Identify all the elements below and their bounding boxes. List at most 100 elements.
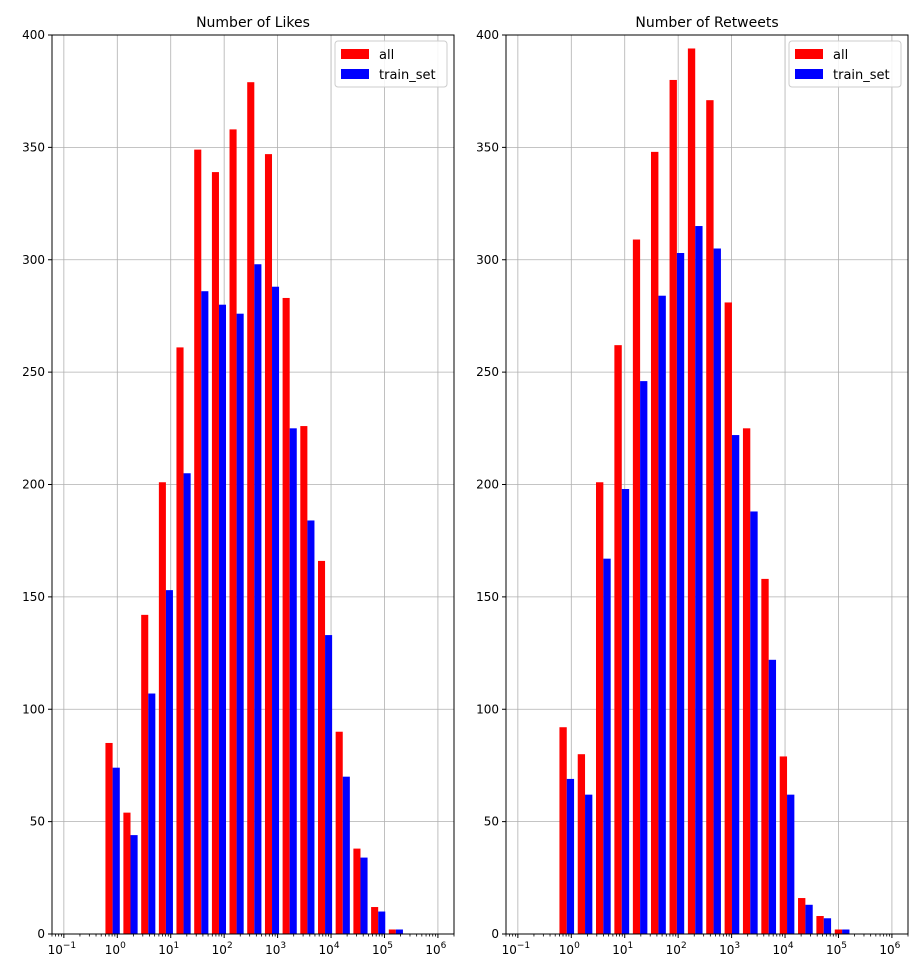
x-tick-label-base: 10 <box>105 943 120 957</box>
legend-swatch <box>341 69 369 79</box>
bar-train-set <box>254 264 262 934</box>
bar-train-set <box>585 794 593 934</box>
bar-train-set <box>307 520 315 934</box>
y-tick-label: 50 <box>30 815 45 829</box>
bar-train-set <box>148 693 156 934</box>
x-tick-label: 101 <box>612 941 633 957</box>
x-tick-label: 106 <box>879 941 900 957</box>
bar-train-set <box>768 659 777 934</box>
x-tick-label-exponent: 4 <box>334 941 340 951</box>
x-tick-label-base: 10 <box>719 943 734 957</box>
bar-all <box>669 79 677 934</box>
bar-train-set <box>112 767 120 934</box>
bar-train-set <box>658 295 666 935</box>
x-tick-label-base: 10 <box>612 943 627 957</box>
bar-train-set <box>842 929 850 934</box>
bar-all <box>798 898 806 934</box>
bar-all <box>724 302 732 934</box>
x-tick-label: 101 <box>158 941 179 957</box>
bar-all <box>632 239 641 934</box>
legend-swatch <box>795 49 823 59</box>
bar-all <box>559 727 567 934</box>
bar-all <box>577 754 586 934</box>
y-tick-label: 300 <box>22 253 45 267</box>
x-tick-label: 103 <box>265 941 286 957</box>
bar-all <box>141 614 149 934</box>
chart-title: Number of Retweets <box>635 15 778 31</box>
x-tick-label-exponent: 6 <box>895 941 901 951</box>
bar-train-set <box>289 428 297 934</box>
legend-swatch <box>341 49 369 59</box>
y-tick-label: 100 <box>476 702 499 716</box>
y-tick-label: 300 <box>476 253 499 267</box>
bar-all <box>371 907 379 934</box>
x-tick-label-base: 10 <box>372 943 387 957</box>
x-tick-label-base: 10 <box>773 943 788 957</box>
legend-label: all <box>833 48 848 63</box>
x-tick-label-exponent: 1 <box>628 941 634 951</box>
bar-train-set <box>395 929 403 934</box>
bar-train-set <box>566 778 575 934</box>
x-tick-label: 10−1 <box>48 941 77 957</box>
bar-all <box>247 82 255 934</box>
x-tick-label: 105 <box>826 941 847 957</box>
bar-all <box>211 172 219 934</box>
bar-all <box>596 482 604 934</box>
bar-train-set <box>201 291 209 935</box>
x-tick-label-exponent: 3 <box>280 941 286 951</box>
y-tick-label: 150 <box>476 590 499 604</box>
x-tick-label-exponent: 2 <box>227 941 233 951</box>
y-tick-label: 200 <box>22 478 45 492</box>
x-tick-label: 102 <box>666 941 687 957</box>
y-tick-label: 0 <box>37 927 45 941</box>
bar-train-set <box>218 304 227 934</box>
bar-all <box>614 345 622 934</box>
y-tick-label: 100 <box>22 702 45 716</box>
legend-label: all <box>379 48 394 63</box>
bar-train-set <box>130 835 138 934</box>
x-tick-label-base: 10 <box>212 943 227 957</box>
bar-train-set <box>640 381 648 934</box>
bar-all <box>706 100 714 935</box>
y-tick-label: 350 <box>476 140 499 154</box>
bar-train-set <box>823 918 832 934</box>
chart-title: Number of Likes <box>196 15 310 31</box>
bar-train-set <box>165 590 173 934</box>
bar-all <box>176 347 184 935</box>
legend-label: train_set <box>833 68 890 83</box>
x-tick-label-base: 10 <box>158 943 173 957</box>
legend: all train_set <box>334 40 448 88</box>
x-tick-label-exponent: 5 <box>841 941 847 951</box>
x-tick-label-base: 10 <box>826 943 841 957</box>
x-tick-label: 104 <box>773 941 794 957</box>
bar-train-set <box>621 488 630 934</box>
x-tick-label-base: 10 <box>319 943 334 957</box>
bar-all <box>742 428 751 934</box>
bar-all <box>816 916 824 934</box>
bar-train-set <box>695 226 703 935</box>
x-tick-label-base: 10 <box>425 943 440 957</box>
x-tick-label-exponent: −1 <box>517 941 530 951</box>
x-tick-label-base: 10 <box>48 943 63 957</box>
x-tick-label-base: 10 <box>879 943 894 957</box>
y-tick-label: 400 <box>22 28 45 42</box>
x-tick-label: 104 <box>319 941 340 957</box>
x-tick-label: 105 <box>372 941 393 957</box>
bar-all <box>264 154 273 934</box>
x-tick-label: 100 <box>559 941 580 957</box>
legend-label: train_set <box>379 68 436 83</box>
y-tick-label: 250 <box>22 365 45 379</box>
x-tick-label: 10−1 <box>502 941 531 957</box>
y-tick-label: 350 <box>22 140 45 154</box>
x-tick-label: 106 <box>425 941 446 957</box>
bar-all <box>229 129 237 934</box>
bar-all <box>687 48 696 935</box>
bar-train-set <box>750 511 758 934</box>
bar-all <box>335 731 343 934</box>
x-tick-label-exponent: 6 <box>441 941 447 951</box>
bar-train-set <box>676 253 685 934</box>
bar-train-set <box>360 857 368 934</box>
bar-all <box>317 560 326 934</box>
